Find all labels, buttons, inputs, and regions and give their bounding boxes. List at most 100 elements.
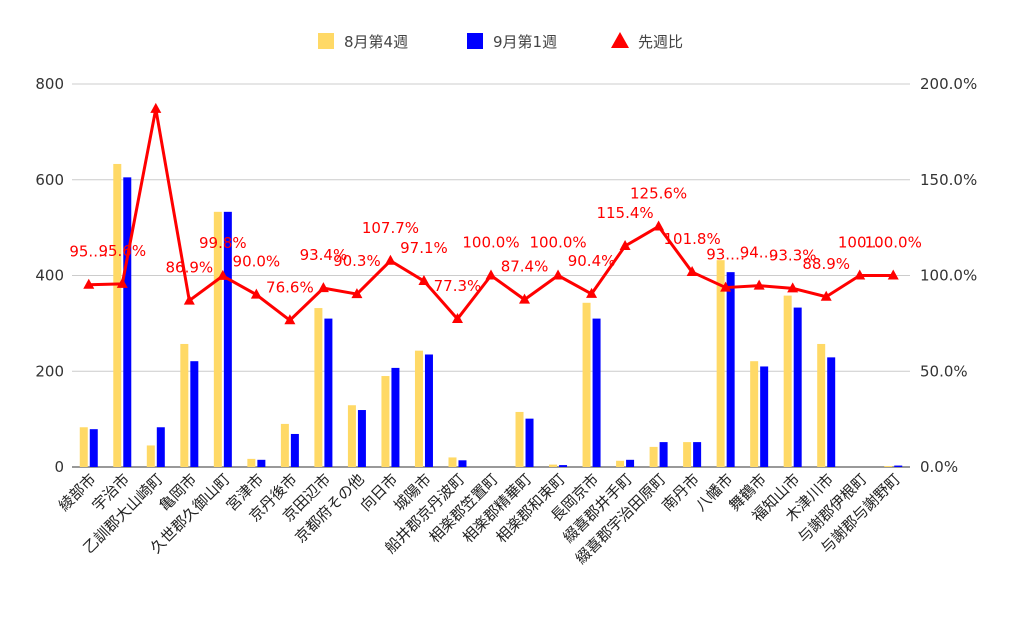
left-tick-label: 0 bbox=[54, 458, 64, 476]
ratio-point bbox=[384, 254, 396, 265]
bar-9月第1週 bbox=[760, 366, 769, 467]
left-tick-label: 800 bbox=[35, 75, 64, 93]
bars bbox=[79, 163, 903, 468]
legend-swatch bbox=[318, 33, 334, 49]
bar-8月第4週 bbox=[280, 423, 289, 467]
bar-8月第4週 bbox=[448, 457, 457, 467]
bar-9月第1週 bbox=[424, 354, 433, 467]
ratio-data-label: 90.3% bbox=[333, 252, 381, 270]
legend-swatch bbox=[611, 32, 629, 48]
bar-9月第1週 bbox=[357, 410, 366, 467]
bar-8月第4週 bbox=[750, 361, 759, 467]
ratio-point bbox=[451, 312, 463, 323]
ratio-point bbox=[787, 282, 799, 293]
ratio-point bbox=[418, 275, 430, 286]
ratio-point bbox=[686, 266, 698, 277]
category-label: 南丹市 bbox=[658, 470, 703, 515]
bar-9月第1週 bbox=[726, 272, 735, 467]
ratio-point bbox=[653, 220, 665, 231]
bar-8月第4週 bbox=[414, 350, 423, 467]
left-axis-ticks: 0 200 400 600 800 bbox=[35, 75, 64, 476]
legend-swatch bbox=[467, 33, 483, 49]
bar-9月第1週 bbox=[827, 357, 836, 467]
bar-9月第1週 bbox=[223, 211, 232, 467]
right-axis-ticks: 0.0% 50.0% 100.0% 150.0% 200.0% bbox=[920, 75, 977, 476]
ratio-point bbox=[586, 287, 598, 298]
ratio-data-label: 115.4% bbox=[596, 204, 653, 222]
ratio-point bbox=[284, 314, 296, 325]
bar-8月第4週 bbox=[79, 427, 88, 467]
ratio-data-label: 100… bbox=[838, 234, 882, 252]
legend-label: 9月第1週 bbox=[493, 33, 557, 51]
bar-8月第4週 bbox=[783, 295, 792, 467]
ratio-point bbox=[217, 269, 229, 280]
bar-9月第1週 bbox=[89, 429, 98, 467]
ratio-point bbox=[116, 277, 128, 288]
left-tick-label: 400 bbox=[35, 267, 64, 285]
ratio-data-label: 99.8% bbox=[199, 234, 247, 252]
ratio-data-label: 93.… bbox=[706, 246, 745, 264]
right-tick-label: 200.0% bbox=[920, 75, 977, 93]
ratio-point bbox=[720, 281, 732, 292]
ratio-data-label: 93.3% bbox=[769, 246, 817, 264]
bar-9月第1週 bbox=[894, 465, 903, 467]
bar-8月第4週 bbox=[616, 460, 625, 467]
ratio-data-label: 93.4% bbox=[300, 246, 348, 264]
ratio-point bbox=[317, 282, 329, 293]
ratio-data-label: 76.6% bbox=[266, 278, 314, 296]
ratio-point bbox=[351, 288, 363, 299]
legend-label: 8月第4週 bbox=[344, 33, 408, 51]
ratio-data-label: 125.6% bbox=[630, 184, 687, 202]
bar-9月第1週 bbox=[190, 361, 199, 467]
bar-9月第1週 bbox=[525, 418, 534, 467]
ratio-data-label: 100.0% bbox=[865, 234, 922, 252]
ratio-data-label: 95.6% bbox=[98, 242, 146, 260]
ratio-point bbox=[83, 278, 95, 289]
right-tick-label: 50.0% bbox=[920, 362, 968, 380]
bar-9月第1週 bbox=[123, 177, 132, 467]
ratio-point bbox=[183, 294, 195, 305]
bar-8月第4週 bbox=[582, 302, 591, 467]
bar-8月第4週 bbox=[884, 466, 893, 467]
ratio-point bbox=[519, 293, 531, 304]
bar-9月第1週 bbox=[458, 460, 467, 467]
category-label: 八幡市 bbox=[692, 470, 737, 515]
ratio-data-label: 97.1% bbox=[400, 239, 448, 257]
left-tick-label: 200 bbox=[35, 362, 64, 380]
bar-9月第1週 bbox=[324, 318, 333, 467]
ratio-point bbox=[887, 269, 899, 280]
bar-8月第4週 bbox=[549, 464, 558, 467]
data-labels: 95.…95.6% 86.9% 99.8%90.0% 76.6% 93.4%90.3% 1… bbox=[69, 184, 922, 296]
category-label: 向日市 bbox=[357, 470, 402, 515]
bar-8月第4週 bbox=[347, 405, 356, 467]
bar-9月第1週 bbox=[257, 459, 266, 467]
category-label: 綾部市 bbox=[55, 470, 100, 515]
bar-8月第4週 bbox=[683, 442, 692, 467]
ratio-data-label: 86.9% bbox=[165, 259, 213, 277]
ratio-data-label: 95.… bbox=[69, 243, 108, 261]
bar-9月第1週 bbox=[592, 318, 601, 467]
bar-8月第4週 bbox=[113, 163, 122, 468]
ratio-data-label: 101.8% bbox=[664, 230, 721, 248]
ratio-point bbox=[250, 288, 262, 299]
ratio-point bbox=[619, 240, 631, 251]
bar-8月第4週 bbox=[716, 260, 725, 467]
ratio-data-label: 107.7% bbox=[362, 219, 419, 237]
right-tick-label: 100.0% bbox=[920, 267, 977, 285]
ratio-data-label: 88.9% bbox=[802, 255, 850, 273]
bar-8月第4週 bbox=[649, 446, 658, 467]
ratio-point bbox=[485, 269, 497, 280]
bar-9月第1週 bbox=[559, 465, 568, 467]
bar-8月第4週 bbox=[817, 343, 826, 467]
ratio-data-label: 77.3% bbox=[434, 277, 482, 295]
ratio-data-label: 100.0% bbox=[529, 234, 586, 252]
bar-9月第1週 bbox=[693, 442, 702, 467]
ratio-point bbox=[150, 102, 162, 113]
bar-8月第4週 bbox=[381, 376, 390, 467]
bar-8月第4週 bbox=[314, 308, 323, 467]
right-tick-label: 0.0% bbox=[920, 458, 958, 476]
bar-9月第1週 bbox=[659, 442, 668, 467]
bar-9月第1週 bbox=[290, 433, 299, 467]
ratio-line-path bbox=[88, 107, 894, 322]
